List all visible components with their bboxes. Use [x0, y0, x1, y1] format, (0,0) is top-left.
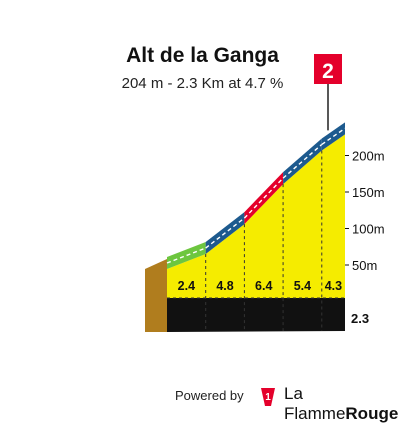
segment-centerline-2 [243, 177, 284, 219]
climb-title: Alt de la Ganga [126, 44, 279, 67]
category-flag [314, 54, 342, 84]
segment-centerline-3 [282, 143, 323, 179]
brand-name-part2: Rouge [345, 404, 399, 423]
segment-centerline-1 [205, 217, 245, 249]
gradient-label-1: 4.8 [216, 279, 233, 293]
flame-logo-icon: 1 [261, 388, 275, 406]
x-tick-label-0: 0.5 [187, 333, 205, 348]
y-tick-label-2: 150m [352, 185, 385, 200]
profile-front-wall [167, 134, 345, 298]
gradient-segment-2 [244, 172, 284, 225]
y-tick-label-1: 100m [352, 222, 385, 237]
profile-side-wall [145, 259, 167, 332]
brand-name: La FlammeRouge [284, 384, 405, 424]
gradient-label-2: 6.4 [255, 279, 272, 293]
gradient-segment-0 [167, 242, 206, 269]
x-tick-label-3: 2.0 [303, 333, 321, 348]
segment-centerline-4 [321, 127, 346, 146]
x-tick-label-2: 1.5 [264, 333, 282, 348]
x-tick-label-4: 2.3 [351, 311, 369, 326]
svg-text:1: 1 [265, 392, 271, 403]
climb-subtitle: 204 m - 2.3 Km at 4.7 % [121, 75, 284, 92]
x-tick-label-1: 1.0 [225, 333, 243, 348]
powered-by-label: Powered by [175, 388, 244, 403]
gradient-label-3: 5.4 [294, 279, 311, 293]
gradient-label-0: 2.4 [178, 279, 195, 293]
base-band [145, 298, 345, 332]
y-tick-label-3: 200m [352, 149, 385, 164]
y-tick-label-0: 50m [352, 258, 377, 273]
brand-name-part1: La Flamme [284, 384, 346, 423]
gradient-segment-3 [283, 138, 322, 185]
gradient-label-4: 4.3 [325, 279, 342, 293]
category-flag-number: 2 [322, 60, 334, 83]
